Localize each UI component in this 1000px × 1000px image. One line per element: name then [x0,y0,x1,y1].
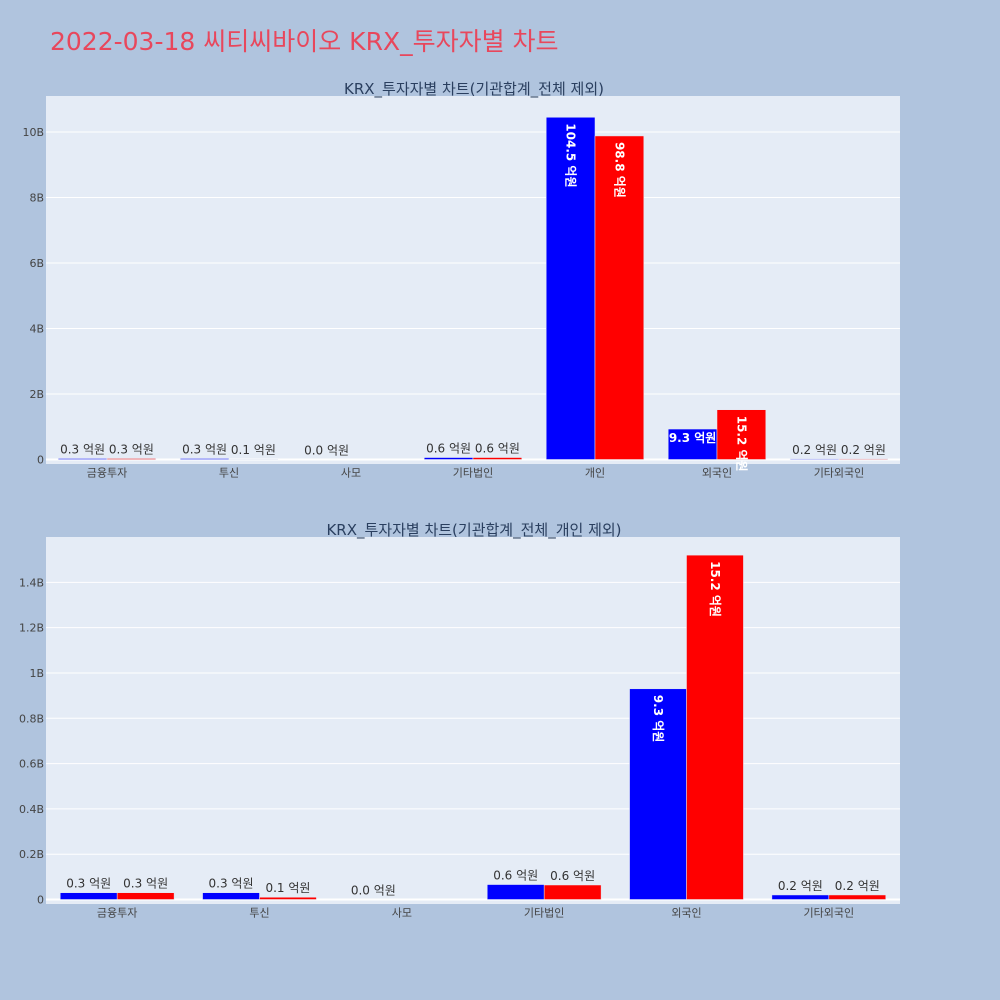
data-label: 0.1 억원 [265,881,310,895]
data-label: 0.2 억원 [792,443,837,457]
data-label: 104.5 억원 [564,123,578,187]
x-tick-label: 기타법인 [453,467,493,480]
x-tick-label: 사모 [392,907,412,920]
data-label: 9.3 억원 [651,695,665,743]
x-tick-label: 기타법인 [524,907,564,920]
data-label: 0.3 억원 [109,443,154,457]
buy-bar[interactable] [423,457,474,460]
y-tick-label: 2B [29,388,44,401]
data-label: 0.3 억원 [60,443,105,457]
data-label: 15.2 억원 [734,416,748,472]
x-tick-label: 외국인 [702,467,732,480]
y-tick-label: 4B [29,323,44,336]
sell-bar[interactable] [259,896,317,900]
data-label: 0.2 억원 [835,879,880,893]
chart-title: KRX_투자자별 차트(기관합계_전체 제외) [344,80,604,99]
buy-bar[interactable] [59,892,118,900]
data-label: 98.8 억원 [612,142,626,198]
chart-1: 0 2B 4B 6B 8B 10B KRX_투자자별 차트(기관합계_전체 제외) 금융투자 0… [22,80,900,480]
y-tick-label: 6B [29,257,44,270]
sell-bar[interactable] [716,409,767,460]
sell-bar[interactable] [594,135,645,460]
data-label: 0.2 억원 [778,879,823,893]
data-label: 0.0 억원 [304,444,349,458]
data-label: 0.3 억원 [66,877,111,891]
y-tick-label: 1.2B [19,622,44,635]
data-label: 0.2 억원 [841,443,886,457]
y-tick-label: 0 [37,454,44,467]
y-tick-label: 10B [22,126,44,139]
buy-bar[interactable] [202,892,260,900]
y-tick-label: 0.8B [19,712,44,725]
buy-bar[interactable] [486,884,545,900]
data-label: 0.6 억원 [550,869,595,883]
y-tick-label: 0 [37,894,44,907]
x-tick-label: 외국인 [671,907,701,920]
data-label: 0.6 억원 [475,442,520,456]
buy-bar[interactable] [667,428,718,460]
data-label: 9.3 억원 [669,431,717,445]
y-tick-label: 0.4B [19,803,44,816]
x-tick-label: 기타외국인 [804,907,855,920]
data-label: 0.0 억원 [351,884,396,898]
data-label: 15.2 억원 [708,561,722,617]
plot-area [46,537,900,904]
plot-area [46,96,900,464]
data-label: 0.6 억원 [493,869,538,883]
buy-bar[interactable] [57,458,108,460]
data-label: 0.3 억원 [123,877,168,891]
sell-bar[interactable] [838,458,889,460]
buy-bar[interactable] [789,458,840,460]
buy-bar[interactable] [771,894,830,900]
x-tick-label: 개인 [585,467,605,480]
x-tick-label: 금융투자 [87,467,127,480]
sell-bar[interactable] [543,884,602,900]
y-tick-label: 0.6B [19,758,44,771]
y-tick-label: 8B [29,192,44,205]
y-tick-label: 1.4B [19,576,44,589]
x-tick-label: 금융투자 [97,907,137,920]
x-tick-label: 투신 [249,907,269,920]
y-tick-label: 1B [29,667,44,680]
data-label: 0.6 억원 [426,442,471,456]
sell-bar[interactable] [828,894,887,900]
buy-bar[interactable] [179,458,230,460]
page-title: 2022-03-18 씨티씨바이오 KRX_투자자별 차트 [50,27,559,56]
data-label: 0.1 억원 [231,443,276,457]
data-label: 0.3 억원 [182,443,227,457]
data-label: 0.3 억원 [209,877,254,891]
sell-bar[interactable] [686,554,744,900]
sell-bar[interactable] [116,892,175,900]
y-tick-label: 0.2B [19,848,44,861]
x-tick-label: 사모 [341,467,361,480]
x-tick-label: 투신 [219,467,239,480]
x-tick-label: 기타외국인 [814,467,865,480]
sell-bar[interactable] [472,457,523,460]
chart-2: 0 0.2B 0.4B 0.6B 0.8B 1B 1.2B 1.4B KRX_투자자별 차트(기… [19,521,900,920]
sell-bar[interactable] [106,458,157,460]
chart-title: KRX_투자자별 차트(기관합계_전체_개인 제외) [326,521,621,540]
